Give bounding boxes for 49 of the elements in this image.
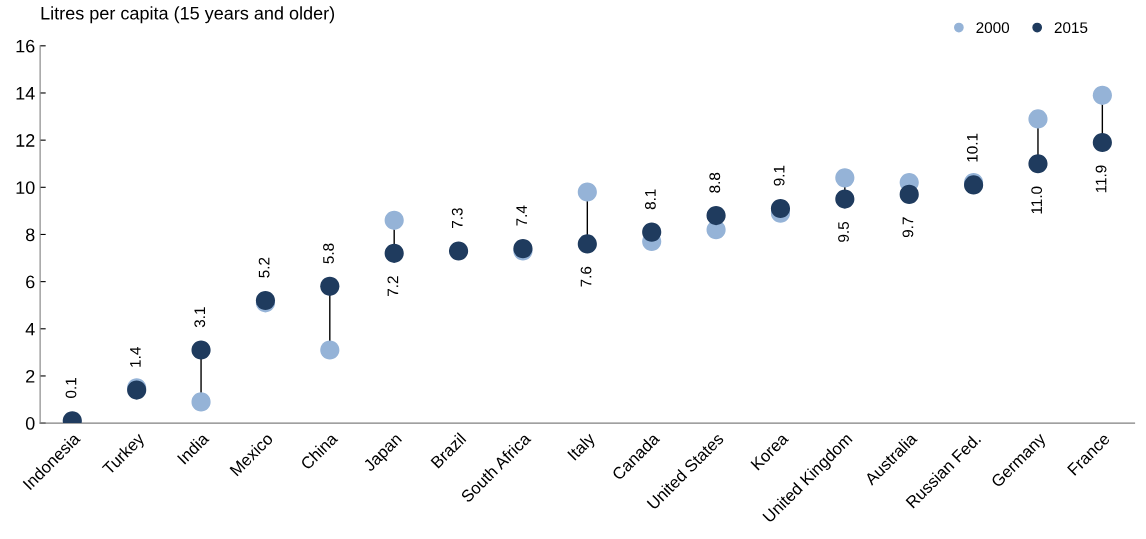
y-axis-title: Litres per capita (15 years and older) [41,6,335,24]
y-tick-label: 8 [25,228,35,242]
y-tick-label: 12 [16,134,35,147]
data-label: 1.4 [130,347,141,367]
point [1092,85,1112,105]
y-tick-label: 16 [16,39,35,53]
y-tick-label: 14 [16,87,35,100]
data-label: 3.1 [194,307,206,328]
point [899,184,919,204]
data-label: 8.8 [709,172,721,193]
point [384,210,404,230]
y-tick-label: 0 [25,417,35,430]
data-label: 11.9 [1095,165,1107,193]
data-label: 7.4 [516,205,527,226]
data-label: 9.1 [773,165,785,186]
point [320,276,340,296]
data-label: 7.2 [387,276,399,297]
data-label: 0.1 [65,378,77,398]
y-tick-label: 10 [16,181,35,195]
point [770,198,791,219]
data-label: 5.2 [258,257,270,278]
point [191,340,211,360]
point [1028,154,1048,174]
data-label: 10.1 [966,133,978,162]
legend-label: 2015 [1054,22,1088,34]
point [642,222,662,242]
data-label: 7.3 [451,208,463,228]
point [835,189,855,209]
point [577,182,597,202]
point [320,340,340,360]
data-label: 8.1 [644,189,656,210]
data-label: 11.0 [1031,186,1043,214]
point [384,243,404,263]
y-tick-label: 6 [26,275,35,289]
legend-label: 2000 [976,22,1010,34]
point [1092,132,1112,153]
point [1028,109,1048,129]
data-label: 9.5 [838,221,849,242]
point [835,168,855,188]
point [577,234,597,254]
point [449,241,469,261]
data-label: 9.7 [902,217,914,238]
y-tick-label: 4 [25,322,35,336]
data-label: 7.6 [580,266,592,287]
x-tick-label: Italy [566,431,599,463]
data-label: 5.8 [323,243,334,264]
point [706,206,726,226]
y-tick-label: 2 [26,369,35,383]
point [191,392,211,412]
